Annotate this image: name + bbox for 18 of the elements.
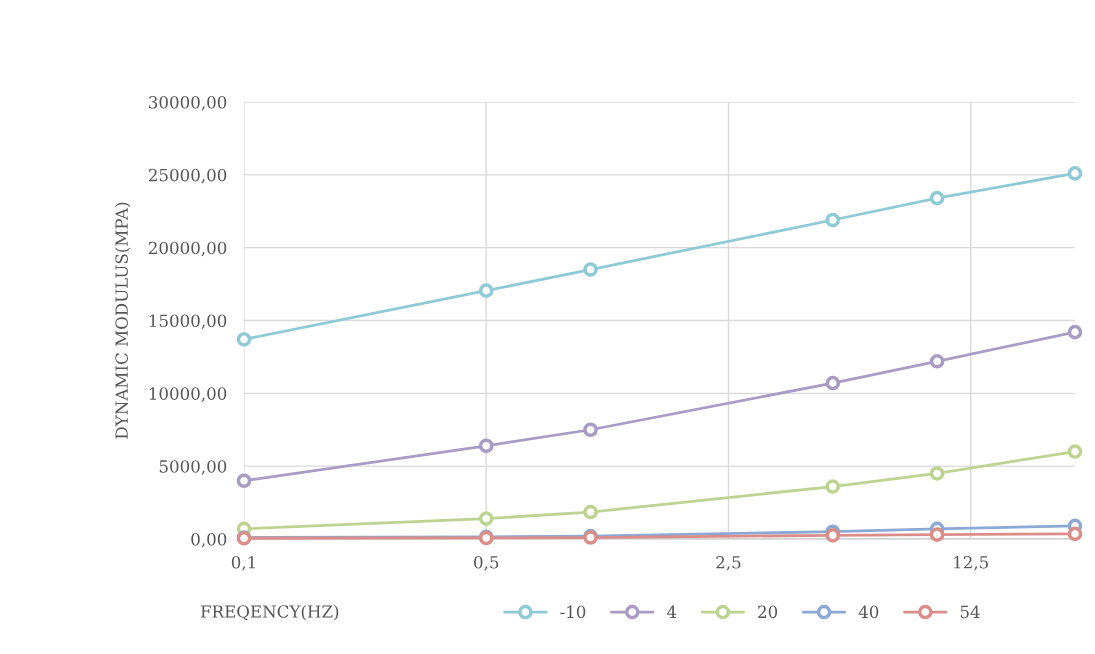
y-tick-label: 15000,00 (149, 314, 227, 330)
legend-label: 20 (758, 605, 778, 619)
legend-label: 40 (858, 605, 879, 619)
y-tick-label: 25000,00 (148, 168, 227, 184)
x-tick-label: 0,5 (474, 555, 499, 571)
x-axis-title: FREQENCY(HZ) (200, 604, 339, 621)
legend-label: 4 (666, 605, 677, 618)
x-tick-label: 12,5 (954, 555, 988, 571)
y-tick-label: 20000,00 (148, 241, 227, 257)
y-tick-label: 0,00 (191, 532, 227, 548)
x-tick-label: 2,5 (716, 555, 741, 571)
y-tick-label: 10000,00 (149, 387, 227, 402)
legend-label: -10 (560, 605, 586, 619)
legend-label: 54 (960, 605, 980, 619)
y-tick-label: 30000,00 (149, 95, 227, 111)
x-tick-label: 0,1 (231, 555, 255, 571)
y-tick-label: 5000,00 (159, 460, 227, 475)
y-axis-title: DYNAMIC MODULUS(MPA) (115, 202, 131, 439)
